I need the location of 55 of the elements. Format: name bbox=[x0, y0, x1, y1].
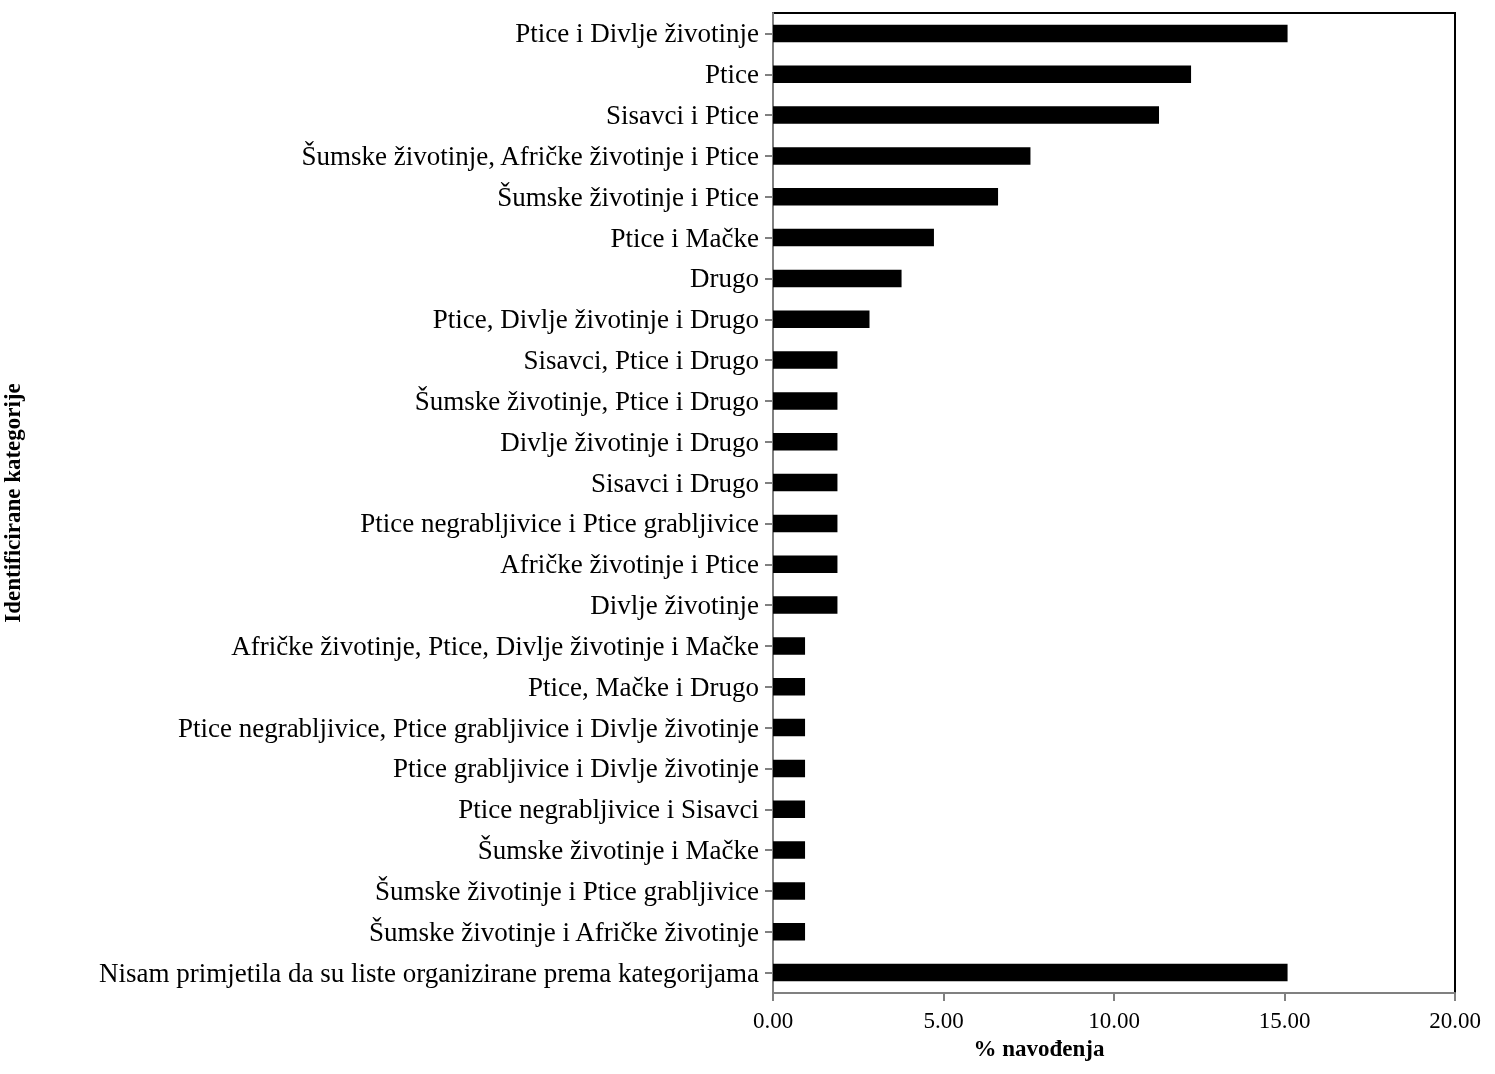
y-tick-label: Ptice i Mačke bbox=[610, 222, 760, 253]
bar bbox=[773, 106, 1160, 124]
bar bbox=[773, 718, 806, 737]
bar bbox=[773, 310, 870, 329]
bar bbox=[773, 882, 806, 900]
y-tick-label: Sisavci i Ptice bbox=[606, 100, 760, 131]
y-tick-label: Ptice negrabljivice, Ptice grabljivice i Divlje životinje bbox=[177, 712, 759, 743]
bar bbox=[773, 65, 1192, 84]
bar bbox=[773, 800, 806, 819]
bar bbox=[773, 637, 806, 655]
y-tick-label: Nisam primjetila da su liste organizirane prema kategorijama bbox=[98, 957, 760, 988]
y-tick-label: Šumske životinje i Afričke životinje bbox=[369, 916, 760, 947]
bar bbox=[773, 269, 902, 288]
x-tick-label: 0.00 bbox=[752, 1008, 794, 1033]
bar bbox=[773, 922, 806, 941]
y-tick-label: Šumske životinje i Ptice bbox=[497, 181, 759, 212]
y-tick-label: Šumske životinje i Mačke bbox=[477, 835, 760, 866]
y-tick-label: Afričke životinje, Ptice, Divlje životinje i Mačke bbox=[231, 630, 759, 661]
x-tick-label: 10.00 bbox=[1088, 1008, 1140, 1033]
y-tick-label: Ptice bbox=[705, 59, 759, 90]
y-tick-label: Ptice, Mačke i Drugo bbox=[528, 671, 759, 702]
bar bbox=[773, 963, 1288, 982]
y-tick-label: Sisavci i Drugo bbox=[591, 467, 759, 498]
y-tick-label: Ptice, Divlje životinje i Drugo bbox=[432, 304, 759, 335]
y-tick-label: Ptice negrabljivice i Sisavci bbox=[458, 794, 759, 825]
bar bbox=[773, 392, 838, 410]
bar bbox=[773, 841, 806, 859]
y-tick-label: Šumske životinje, Ptice i Drugo bbox=[414, 385, 759, 416]
bar bbox=[773, 187, 999, 206]
bar bbox=[773, 555, 838, 574]
y-tick-label: Ptice negrabljivice i Ptice grabljivice bbox=[360, 508, 760, 539]
y-tick-label: Afričke životinje i Ptice bbox=[500, 549, 760, 580]
bar bbox=[773, 351, 838, 369]
y-tick-label: Ptice i Divlje životinje bbox=[515, 18, 760, 49]
bar bbox=[773, 473, 838, 492]
bar bbox=[773, 24, 1288, 43]
y-axis-title: Identificirane kategorije bbox=[0, 383, 25, 623]
bar bbox=[773, 759, 806, 778]
bar bbox=[773, 514, 838, 533]
y-tick-label: Šumske životinje i Ptice grabljivice bbox=[375, 875, 760, 906]
bar bbox=[773, 432, 838, 451]
y-tick-label: Divlje životinje bbox=[590, 590, 760, 621]
y-tick-label: Divlje životinje i Drugo bbox=[500, 426, 759, 457]
bar bbox=[773, 596, 838, 614]
x-tick-label: 20.00 bbox=[1429, 1008, 1481, 1033]
y-tick-label: Sisavci, Ptice i Drugo bbox=[523, 345, 759, 376]
bar bbox=[773, 228, 934, 247]
x-tick-label: 5.00 bbox=[923, 1008, 964, 1033]
y-tick-label: Drugo bbox=[690, 263, 759, 294]
y-tick-label: Šumske životinje, Afričke životinje i Ptice bbox=[301, 140, 760, 171]
x-tick-label: 15.00 bbox=[1258, 1008, 1311, 1033]
x-axis-title: % navođenja bbox=[973, 1035, 1105, 1061]
bar bbox=[773, 677, 806, 696]
y-tick-label: Ptice grabljivice i Divlje životinje bbox=[393, 753, 760, 784]
bar bbox=[773, 147, 1031, 165]
